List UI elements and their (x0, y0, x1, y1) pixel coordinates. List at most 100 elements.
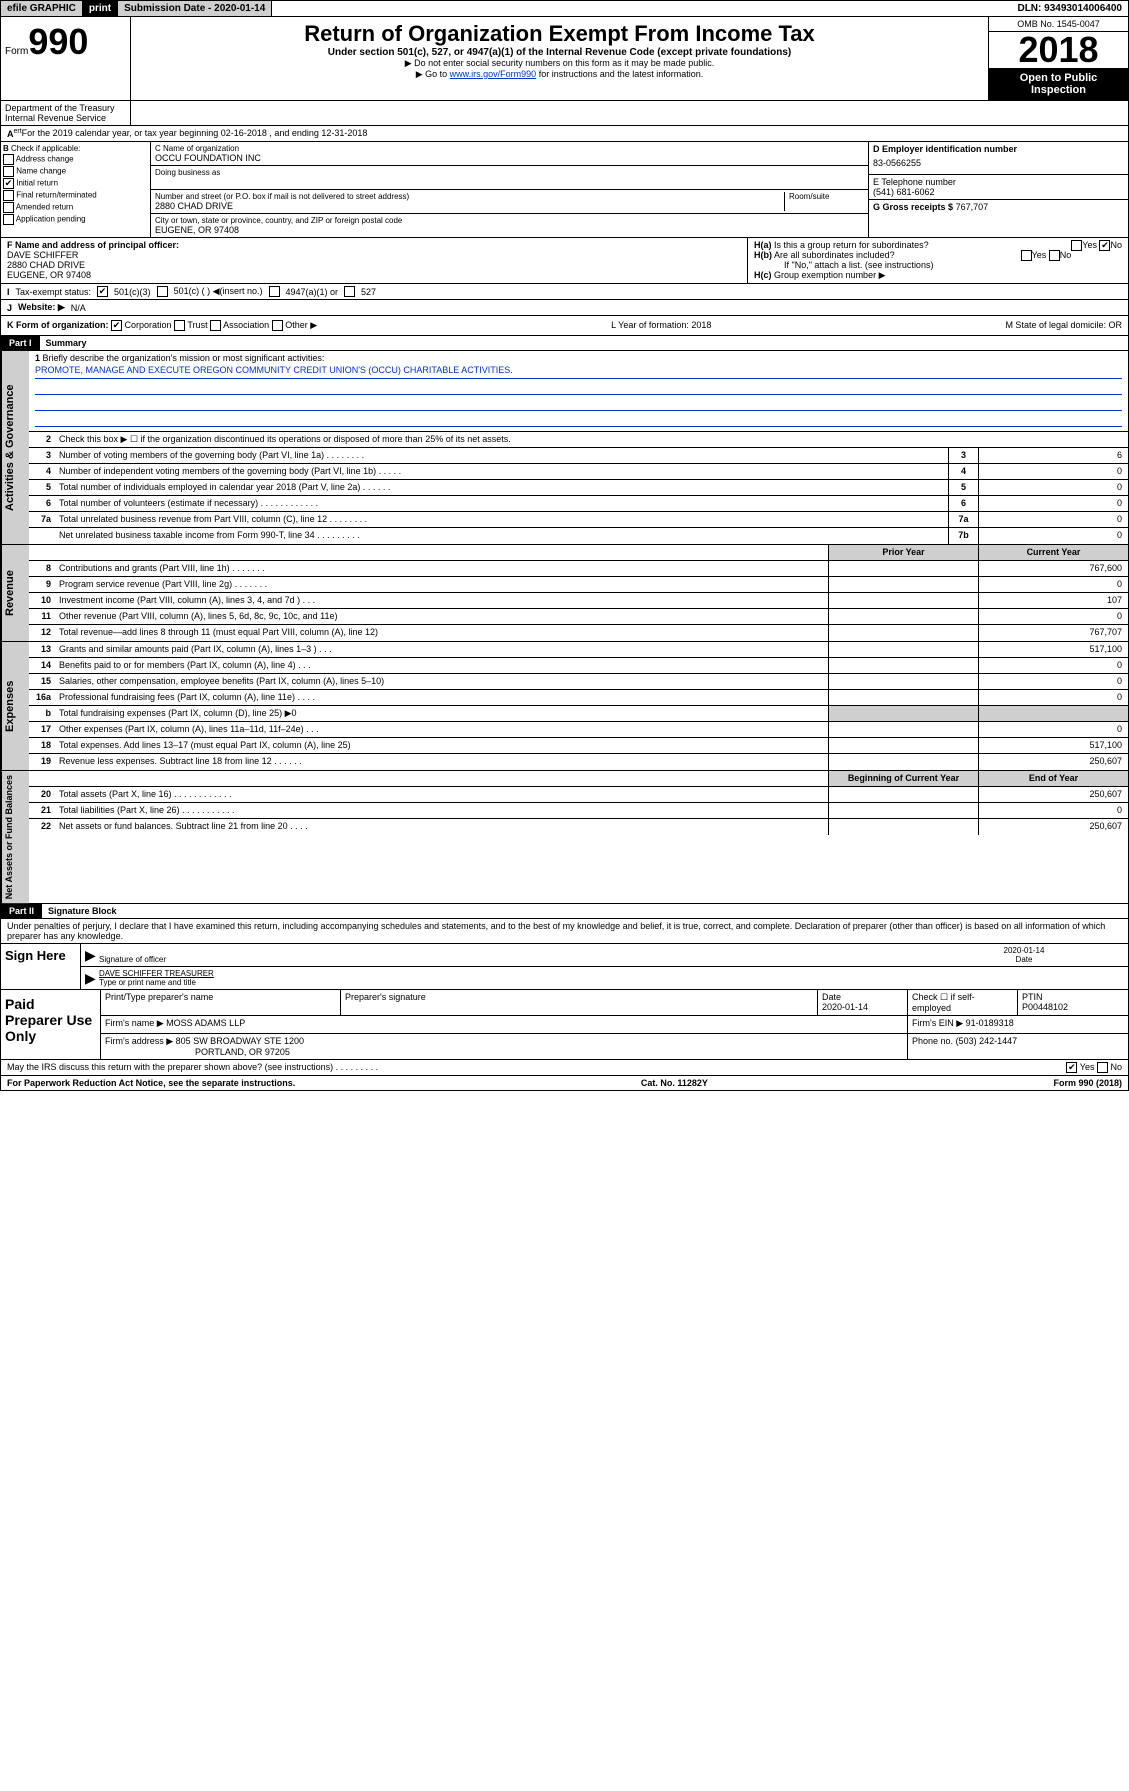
chk-assoc[interactable] (210, 320, 221, 331)
sign-here-block: Sign Here ▶ Signature of officer 2020-01… (0, 944, 1129, 990)
section-fh: F Name and address of principal officer:… (0, 238, 1129, 284)
end-year-hdr: End of Year (978, 771, 1128, 786)
dept-treasury: Department of the Treasury Internal Reve… (1, 101, 131, 125)
chk-amended[interactable]: Amended return (3, 202, 148, 213)
hb-note: If "No," attach a list. (see instruction… (754, 260, 1122, 270)
officer-addr: 2880 CHAD DRIVE (7, 260, 85, 270)
submission-date: Submission Date - 2020-01-14 (118, 1, 272, 16)
open-to-public: Open to Public Inspection (989, 68, 1128, 100)
room-label: Room/suite (789, 192, 864, 201)
chk-initial-return[interactable]: Initial return (3, 178, 148, 189)
governance-section: Activities & Governance 1 Briefly descri… (0, 351, 1129, 545)
chk-app-pending[interactable]: Application pending (3, 214, 148, 225)
chk-527[interactable] (344, 286, 355, 297)
prep-sig-hdr: Preparer's signature (341, 990, 818, 1015)
sig-date: 2020-01-14 (924, 946, 1124, 955)
netassets-section: Net Assets or Fund Balances Beginning of… (0, 771, 1129, 904)
cat-no: Cat. No. 11282Y (641, 1078, 708, 1088)
line-i: I Tax-exempt status: 501(c)(3) 501(c) ( … (0, 284, 1129, 300)
form-ref: Form 990 (2018) (1053, 1078, 1122, 1088)
officer-label: F Name and address of principal officer: (7, 240, 179, 250)
line-m: M State of legal domicile: OR (1005, 320, 1122, 331)
header-right: OMB No. 1545-0047 2018 Open to Public In… (988, 17, 1128, 100)
sig-arrow-icon: ▶ (85, 947, 99, 964)
form-num: 990 (28, 21, 88, 62)
prep-date-hdr: Date2020-01-14 (818, 990, 908, 1015)
website-value: N/A (71, 303, 86, 313)
sig-officer-label: Signature of officer (99, 955, 924, 964)
box-deg: D Employer identification number 83-0566… (868, 142, 1128, 237)
header-title-block: Return of Organization Exempt From Incom… (131, 17, 988, 100)
phone-value: (541) 681-6062 (873, 187, 1124, 197)
expenses-section: Expenses 13Grants and similar amounts pa… (0, 642, 1129, 771)
topbar: efile GRAPHIC print Submission Date - 20… (0, 0, 1129, 17)
efile-button[interactable]: efile GRAPHIC (1, 1, 83, 16)
ha-no[interactable] (1099, 240, 1110, 251)
sig-arrow-icon-2: ▶ (85, 970, 99, 987)
chk-other[interactable] (272, 320, 283, 331)
gross-label: G Gross receipts $ (873, 202, 953, 212)
chk-final-return[interactable]: Final return/terminated (3, 190, 148, 201)
line-j: J Website: ▶ N/A (0, 300, 1129, 316)
side-netassets: Net Assets or Fund Balances (1, 771, 29, 903)
tax-year: 2018 (989, 32, 1128, 68)
chk-corp[interactable] (111, 320, 122, 331)
begin-year-hdr: Beginning of Current Year (828, 771, 978, 786)
part2-title: Signature Block (42, 904, 123, 918)
addr-label: Number and street (or P.O. box if mail i… (155, 192, 784, 201)
current-year-hdr: Current Year (978, 545, 1128, 560)
discuss-question: May the IRS discuss this return with the… (7, 1062, 378, 1073)
printed-name-label: Type or print name and title (99, 978, 1124, 987)
hb-yes[interactable] (1021, 250, 1032, 261)
form-word: Form (5, 46, 28, 57)
sig-date-label: Date (924, 955, 1124, 964)
firm-ein: 91-0189318 (966, 1018, 1014, 1028)
paid-preparer-label: Paid Preparer Use Only (1, 990, 101, 1059)
chk-501c3[interactable] (97, 286, 108, 297)
hb-no[interactable] (1049, 250, 1060, 261)
ha-yes[interactable] (1071, 240, 1082, 251)
irs-link[interactable]: www.irs.gov/Form990 (450, 69, 537, 79)
mission-text: PROMOTE, MANAGE AND EXECUTE OREGON COMMU… (35, 365, 1122, 379)
note-goto: Go to www.irs.gov/Form990 for instructio… (139, 69, 980, 80)
prep-name-hdr: Print/Type preparer's name (101, 990, 341, 1015)
paid-preparer-block: Paid Preparer Use Only Print/Type prepar… (0, 990, 1129, 1060)
officer-name: DAVE SCHIFFER (7, 250, 78, 260)
paperwork-notice: For Paperwork Reduction Act Notice, see … (7, 1078, 295, 1088)
part1-header: Part I Summary (0, 336, 1129, 351)
form-header: Form990 Return of Organization Exempt Fr… (0, 17, 1129, 101)
part2-header: Part II Signature Block (0, 904, 1129, 919)
discuss-no[interactable] (1097, 1062, 1108, 1073)
part2-label: Part II (1, 904, 42, 918)
line-l: L Year of formation: 2018 (611, 320, 711, 331)
dept-row: Department of the Treasury Internal Reve… (0, 101, 1129, 126)
penalties-text: Under penalties of perjury, I declare th… (0, 919, 1129, 944)
org-name: OCCU FOUNDATION INC (155, 153, 864, 163)
officer-city: EUGENE, OR 97408 (7, 270, 91, 280)
dba-label: Doing business as (155, 168, 864, 177)
prior-year-hdr: Prior Year (828, 545, 978, 560)
chk-trust[interactable] (174, 320, 185, 331)
city-state-zip: EUGENE, OR 97408 (155, 225, 864, 235)
firm-phone: (503) 242-1447 (956, 1036, 1018, 1046)
form-subtitle: Under section 501(c), 527, or 4947(a)(1)… (139, 47, 980, 58)
part1-title: Summary (40, 336, 93, 350)
chk-name-change[interactable]: Name change (3, 166, 148, 177)
ein-label: D Employer identification number (873, 144, 1124, 154)
dln: DLN: 93493014006400 (1011, 1, 1128, 16)
firm-name: MOSS ADAMS LLP (166, 1018, 245, 1028)
street-address: 2880 CHAD DRIVE (155, 201, 784, 211)
line-a-text: Aert (7, 128, 22, 139)
discuss-yes[interactable] (1066, 1062, 1077, 1073)
form-title: Return of Organization Exempt From Incom… (139, 21, 980, 47)
line-a: Aert For the 2019 calendar year, or tax … (0, 126, 1129, 142)
chk-address-change[interactable]: Address change (3, 154, 148, 165)
chk-501c[interactable] (157, 286, 168, 297)
firm-addr: 805 SW BROADWAY STE 1200 (176, 1036, 304, 1046)
firm-city: PORTLAND, OR 97205 (105, 1047, 290, 1057)
print-button[interactable]: print (83, 1, 118, 16)
chk-4947[interactable] (269, 286, 280, 297)
officer-printed-name: DAVE SCHIFFER TREASURER (99, 969, 1124, 978)
form-number-box: Form990 (1, 17, 131, 100)
discuss-row: May the IRS discuss this return with the… (0, 1060, 1129, 1076)
